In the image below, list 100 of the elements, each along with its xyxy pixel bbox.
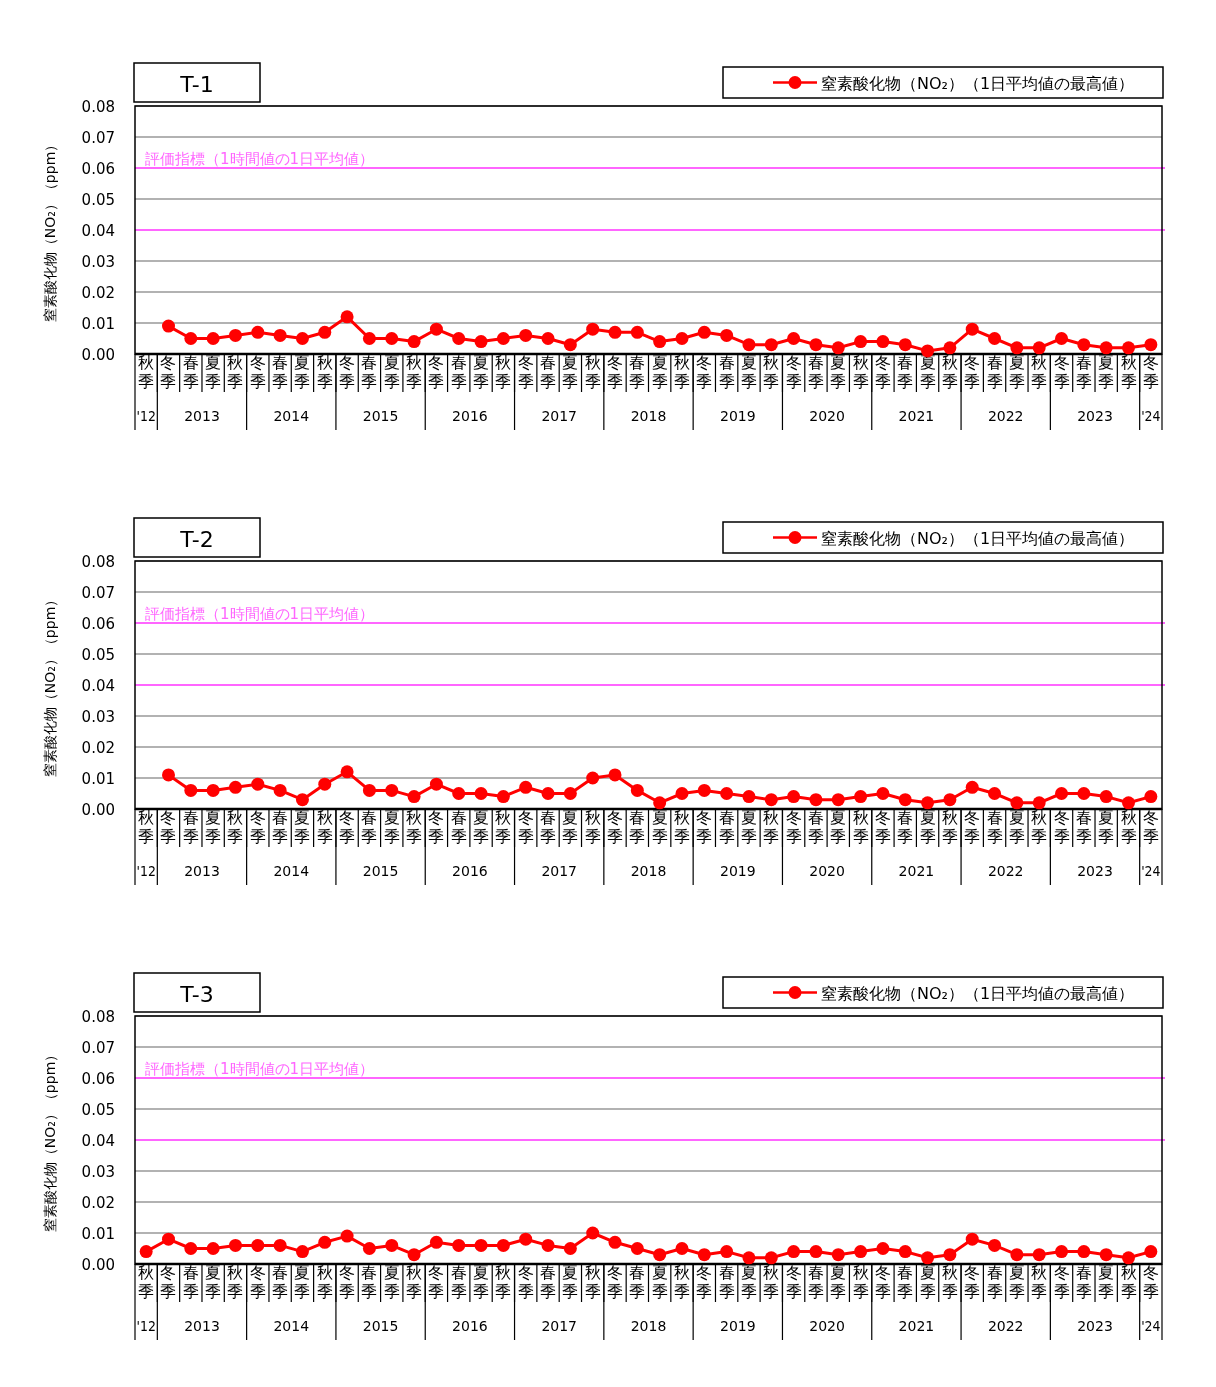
x-tick-label: 秋季 [138,1263,155,1301]
x-tick-label: 秋季 [406,1263,423,1301]
x-tick-label: 秋季 [852,1263,869,1301]
y-tick-label: 0.08 [81,1008,115,1026]
x-tick-label: 秋季 [1120,808,1137,846]
x-tick-label: 春季 [361,1263,378,1301]
y-axis-title: 窒素酸化物（NO₂）（ppm） [42,1047,58,1233]
text: 2023 [1077,408,1113,424]
ref-line-label: 評価指標（1時間値の1日平均値） [145,150,375,168]
x-tick-label: 秋季 [406,353,423,391]
text: 2017 [541,408,578,424]
x-tick-label: 秋季 [495,353,512,391]
x-tick-label: 秋季 [1120,353,1137,391]
x-tick-label: 秋季 [763,1263,780,1301]
x-tick-label: 春季 [272,808,289,846]
x-tick-label: 秋季 [1031,353,1048,391]
y-tick-label: 0.01 [81,770,115,788]
legend-label: 窒素酸化物（NO₂）（1日平均値の最高値） [821,528,1135,548]
x-tick-label: 冬季 [160,808,177,846]
x-tick-label: 秋季 [495,808,512,846]
y-tick-label: 0.05 [81,191,115,209]
x-tick-label: 夏季 [205,1263,222,1301]
x-tick-label: 夏季 [740,353,757,391]
text: 2020 [809,408,845,424]
x-tick-label: 夏季 [562,808,579,846]
x-tick-label: 秋季 [227,353,244,391]
x-tick-label: 秋季 [763,808,780,846]
y-axis-title: 窒素酸化物（NO₂）（ppm） [42,137,58,323]
x-tick-label: 冬季 [1053,808,1070,846]
y-tick-label: 0.05 [81,1101,115,1119]
y-tick-label: 0.02 [81,284,115,302]
chart-title: T-2 [179,527,214,552]
y-axis-title: 窒素酸化物（NO₂）（ppm） [42,592,58,778]
y-tick-label: 0.00 [81,1256,115,1274]
x-tick-label: 秋季 [673,353,690,391]
x-tick-label: 夏季 [294,353,311,391]
x-tick-label: 春季 [1075,808,1092,846]
text: 2014 [273,863,310,879]
y-tick-label: 0.01 [81,1225,115,1243]
x-tick-label: 秋季 [406,808,423,846]
x-tick-label: 冬季 [874,353,891,391]
x-tick-label: 春季 [986,808,1003,846]
text: '24 [1141,408,1163,424]
text: 2017 [541,1318,578,1334]
x-tick-label: 秋季 [1031,808,1048,846]
x-tick-label: 夏季 [651,1263,668,1301]
text: 2023 [1077,1318,1113,1334]
y-tick-label: 0.07 [81,1039,115,1057]
x-tick-label: 夏季 [294,1263,311,1301]
x-tick-label: 秋季 [584,808,601,846]
x-tick-label: 冬季 [249,1263,266,1301]
y-tick-label: 0.00 [81,801,115,819]
text: 2021 [898,408,935,424]
legend-label: 窒素酸化物（NO₂）（1日平均値の最高値） [821,73,1135,93]
text: 2022 [987,863,1024,879]
text: 2013 [184,408,220,424]
text: 2018 [630,1318,667,1334]
text: '12 [136,863,159,879]
x-tick-label: 春季 [718,1263,735,1301]
text: 2022 [987,1318,1024,1334]
y-tick-label: 0.00 [81,346,115,364]
text: 2017 [541,863,578,879]
y-tick-label: 0.07 [81,129,115,147]
x-tick-label: 夏季 [562,1263,579,1301]
x-tick-label: 春季 [718,353,735,391]
x-tick-label: 夏季 [651,808,668,846]
x-tick-label: 夏季 [562,353,579,391]
x-tick-label: 春季 [897,808,914,846]
text: 2021 [898,1318,935,1334]
x-tick-label: 夏季 [651,353,668,391]
text: 2016 [452,1318,488,1334]
text: 2018 [630,408,667,424]
x-tick-label: 春季 [629,1263,646,1301]
x-tick-label: 秋季 [316,353,333,391]
x-tick-label: 冬季 [1053,353,1070,391]
x-tick-label: 冬季 [428,1263,445,1301]
text: 2021 [898,863,935,879]
x-tick-label: 冬季 [1142,353,1159,391]
x-tick-label: 冬季 [517,1263,534,1301]
x-tick-label: 春季 [540,353,557,391]
y-tick-label: 0.03 [81,708,115,726]
text: 2013 [184,863,220,879]
text: 2019 [719,408,756,424]
y-tick-label: 0.02 [81,1194,115,1212]
x-tick-label: 夏季 [1008,808,1025,846]
x-tick-label: 春季 [1075,353,1092,391]
x-tick-label: 冬季 [339,808,356,846]
x-tick-label: 春季 [182,353,199,391]
x-tick-label: 夏季 [205,353,222,391]
x-tick-label: 冬季 [517,353,534,391]
x-tick-label: 秋季 [941,1263,958,1301]
x-tick-label: 秋季 [852,808,869,846]
x-tick-label: 夏季 [473,1263,490,1301]
y-tick-label: 0.03 [81,253,115,271]
x-tick-label: 夏季 [919,1263,936,1301]
text: 2018 [630,863,667,879]
x-tick-label: 夏季 [1008,1263,1025,1301]
x-tick-label: 夏季 [473,808,490,846]
x-tick-label: 春季 [807,1263,824,1301]
x-tick-label: 春季 [450,1263,467,1301]
